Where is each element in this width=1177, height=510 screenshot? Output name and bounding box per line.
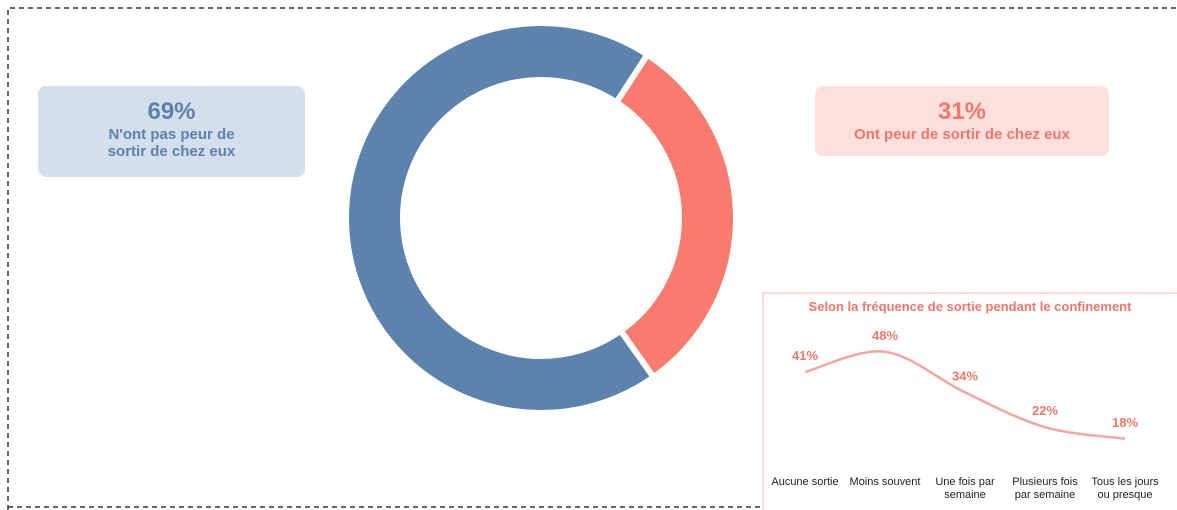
legend-label: Ont peur de sortir de chez eux — [854, 126, 1070, 143]
inset-title: Selon la fréquence de sortie pendant le … — [809, 299, 1133, 314]
callout: 31% Ont peur de sortir de chez eux — [815, 86, 1109, 156]
x-tick-label: Tous les jours ou presque — [1091, 476, 1159, 501]
data-label: 48% — [872, 328, 898, 343]
data-label: 18% — [1112, 415, 1138, 430]
x-tick-label: Une fois par semaine — [935, 476, 995, 501]
value-label: 69% — [147, 98, 196, 125]
data-label: 41% — [792, 348, 818, 363]
value-label: 31% — [937, 98, 987, 125]
donut-segment — [343, 20, 658, 416]
callout: 69% N'ont pas peur de sortir de chez eux — [38, 86, 305, 177]
legend-label: N'ont pas peur de sortir de chez eux — [107, 126, 236, 160]
data-label: 22% — [1032, 403, 1058, 418]
data-label: 34% — [952, 368, 978, 383]
x-tick-label: Aucune sortie — [771, 476, 839, 488]
inset-frame — [762, 292, 1177, 510]
frame — [7, 7, 1177, 510]
x-tick-label: Moins souvent — [849, 476, 921, 488]
donut-segment — [612, 50, 739, 382]
line — [804, 350, 1126, 441]
x-tick-label: Plusieurs fois par semaine — [1012, 476, 1078, 501]
